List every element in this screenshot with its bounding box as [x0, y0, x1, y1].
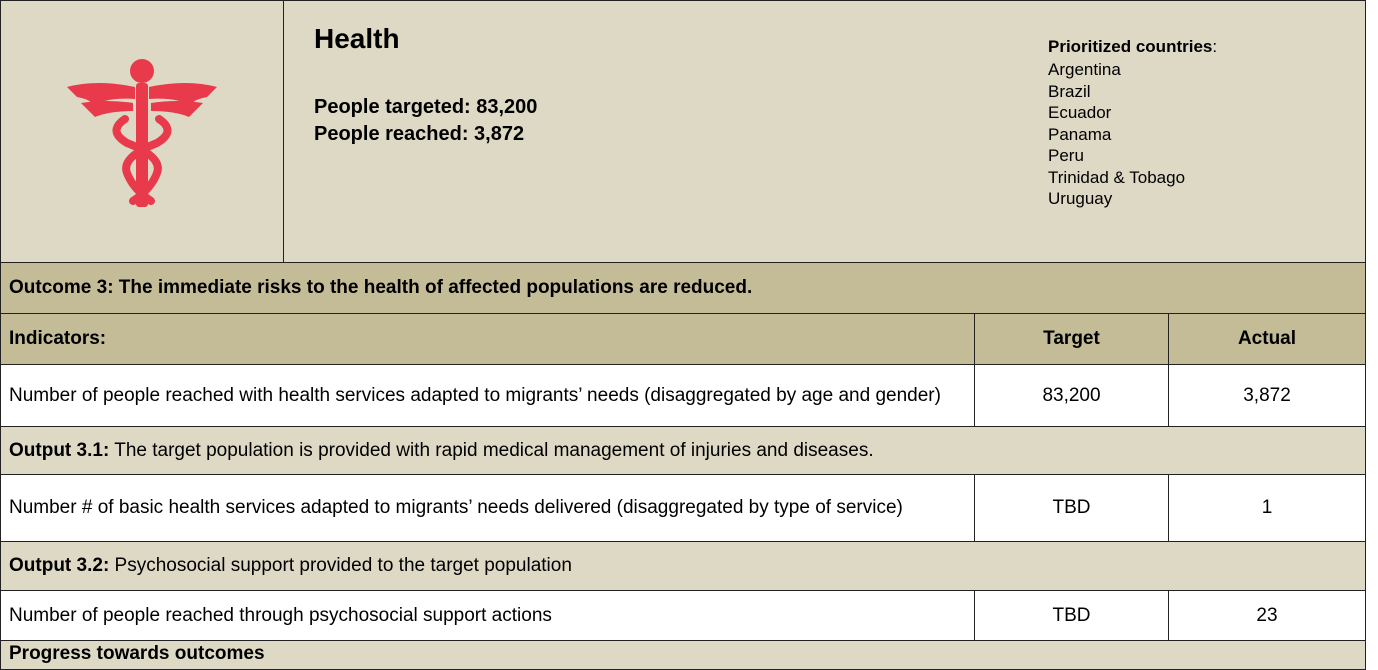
prioritized-heading: Prioritized countries:: [1048, 37, 1217, 57]
title: Health: [314, 23, 400, 54]
country-list: Argentina Brazil Ecuador Panama Peru Trinidad…: [1048, 59, 1185, 210]
people-targeted: People targeted: 83,200: [314, 96, 538, 118]
column-header: Actual: [1168, 313, 1366, 365]
target: 83,200: [974, 364, 1169, 427]
country: Argentina: [1048, 60, 1121, 79]
output-label: Output 3.1:: [9, 439, 110, 461]
output-label: Output 3.2:: [9, 555, 110, 576]
column-header: Indicators:: [0, 313, 975, 365]
footer: Progress towards outcomes: [0, 640, 1366, 670]
target: TBD: [974, 474, 1169, 542]
prioritized-label: Prioritized countries: [1048, 37, 1213, 56]
indicator: Number # of basic health services adapte…: [0, 474, 975, 542]
column-header: Target: [974, 313, 1169, 365]
indicator: Number of people reached through psychos…: [0, 590, 975, 641]
country: Uruguay: [1048, 189, 1113, 208]
country: Trinidad & Tobago: [1048, 167, 1186, 187]
actual: 23: [1168, 590, 1366, 641]
caduceus-icon: [67, 58, 217, 207]
icon-cell: [0, 0, 284, 263]
output-text: The target population is provided with r…: [109, 439, 874, 461]
output: Output 3.2: Psychosocial support provide…: [0, 541, 1366, 591]
country: Ecuador: [1048, 103, 1112, 122]
people-reached: People reached: 3,872: [314, 123, 525, 145]
country: Peru: [1048, 146, 1084, 165]
indicator: Number of people reached with health ser…: [0, 364, 975, 427]
country: Panama: [1048, 124, 1112, 144]
colon: :: [1212, 37, 1218, 56]
header-cell: Health People targeted: 83,200 People re…: [283, 0, 1366, 263]
outcome: Outcome 3: The immediate risks to the he…: [0, 262, 1366, 314]
country: Brazil: [1048, 81, 1091, 101]
output: Output 3.1: The target population is pro…: [0, 426, 1366, 475]
actual: 3,872: [1168, 364, 1366, 427]
output-text: Psychosocial support provided to the tar…: [109, 555, 572, 576]
target: TBD: [974, 590, 1169, 641]
actual: 1: [1168, 474, 1366, 542]
